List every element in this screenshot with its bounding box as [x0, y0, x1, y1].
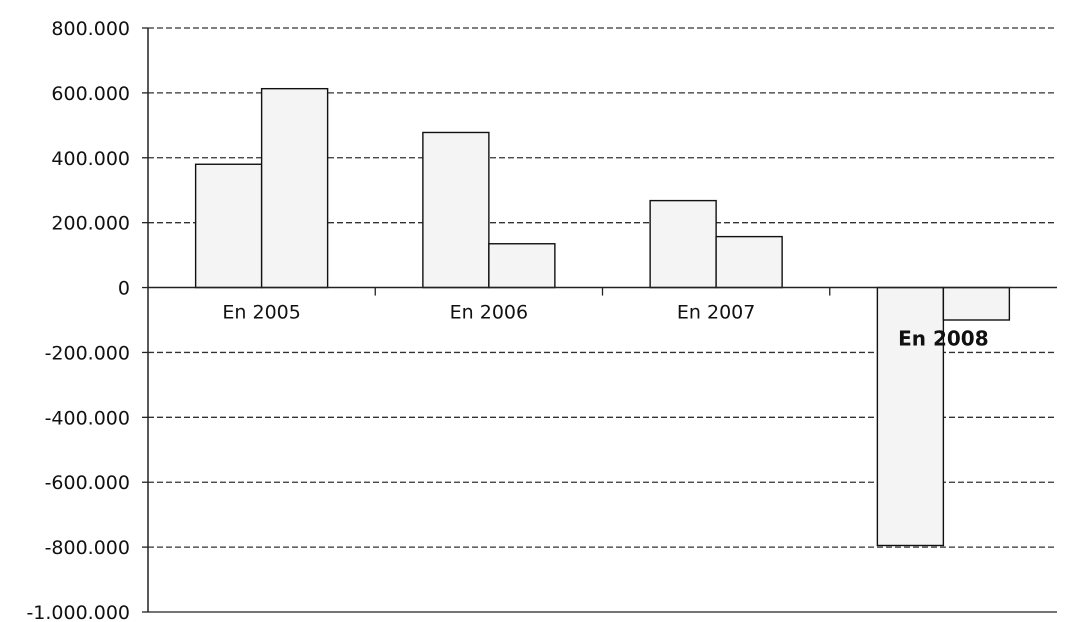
y-tick-label: 0: [118, 278, 130, 300]
bar-4-series-2: [942, 286, 1011, 321]
bar-2-series-2: [488, 243, 556, 289]
y-tick-label: -200.000: [45, 342, 130, 364]
bar-3-series-2: [715, 235, 783, 289]
bar-4-series-1: [876, 286, 945, 547]
y-tick-label: 400.000: [51, 148, 130, 170]
y-tick-label: -600.000: [45, 472, 130, 494]
y-tick-label: 800.000: [51, 18, 130, 40]
bar-2-series-1: [422, 131, 490, 289]
bar-3-series-1: [649, 199, 717, 289]
y-tick-label: 200.000: [51, 213, 130, 235]
bar-1-series-2: [260, 87, 329, 289]
bar-1-series-1: [194, 163, 263, 289]
x-category-label: En 2005: [222, 302, 300, 324]
y-tick-label: -800.000: [45, 537, 130, 559]
x-category-label: En 2007: [677, 302, 755, 324]
y-tick-label: -1.000.000: [26, 602, 130, 622]
y-tick-label: 600.000: [51, 83, 130, 105]
y-tick-label: -400.000: [45, 407, 130, 429]
x-category-label: En 2006: [450, 302, 528, 324]
x-category-label: En 2008: [898, 327, 989, 351]
